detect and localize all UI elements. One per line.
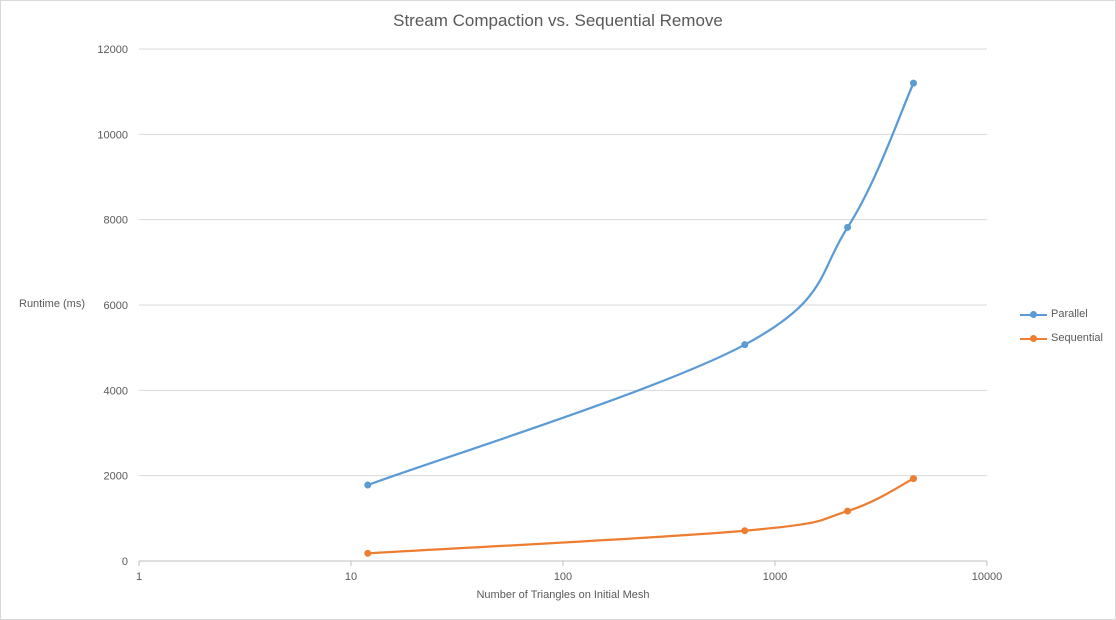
x-tick-label: 100 [554, 571, 572, 583]
x-tick-label: 10000 [972, 571, 1003, 583]
y-axis-label: Runtime (ms) [19, 298, 86, 310]
x-axis-label: Number of Triangles on Initial Mesh [476, 589, 650, 601]
series-line-sequential [367, 477, 914, 555]
legend-swatch-marker [1030, 311, 1037, 318]
data-point-parallel [741, 341, 749, 349]
data-point-sequential [844, 507, 852, 515]
data-point-sequential [364, 549, 372, 557]
y-tick-label: 4000 [104, 385, 128, 397]
y-tick-label: 0 [122, 556, 128, 568]
legend-label: Parallel [1051, 308, 1088, 320]
legend-label: Sequential [1051, 332, 1103, 344]
data-point-parallel [364, 481, 372, 489]
series-line-parallel [367, 82, 915, 487]
y-tick-label: 10000 [97, 129, 128, 141]
x-tick-label: 1 [136, 571, 142, 583]
chart-title: Stream Compaction vs. Sequential Remove [393, 11, 723, 30]
x-tick-label: 1000 [763, 571, 787, 583]
data-point-parallel [844, 223, 852, 231]
y-tick-label: 6000 [104, 300, 128, 312]
data-point-sequential [909, 475, 917, 483]
legend-swatch-marker [1030, 335, 1037, 342]
data-point-parallel [909, 79, 917, 87]
data-point-sequential [741, 527, 749, 535]
x-tick-label: 10 [345, 571, 357, 583]
y-tick-label: 2000 [104, 471, 128, 483]
y-tick-label: 12000 [97, 44, 128, 56]
y-tick-label: 8000 [104, 215, 128, 227]
